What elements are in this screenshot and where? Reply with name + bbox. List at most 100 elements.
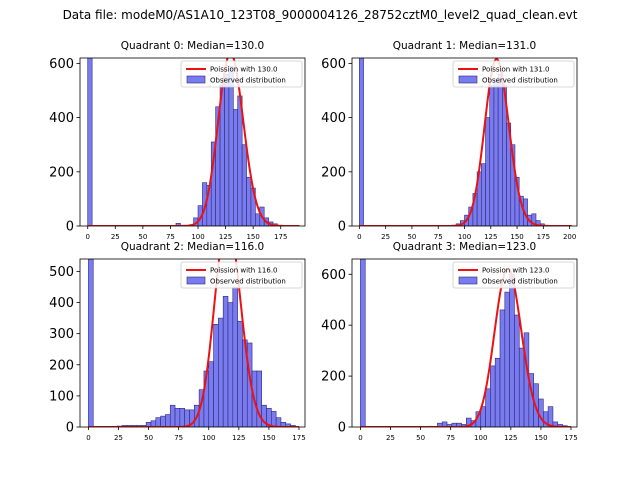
legend-label-observed: Observed distribution	[210, 278, 286, 286]
x-tick-label: 125	[484, 233, 497, 241]
histogram-bar	[237, 320, 243, 427]
histogram-bar	[531, 213, 537, 226]
histogram-bar	[490, 365, 496, 427]
legend-label-fit: Poission with 131.0	[482, 66, 550, 74]
legend-label-fit: Poission with 130.0	[210, 66, 278, 74]
histogram-bar	[241, 144, 247, 226]
poisson-fit-line	[87, 58, 300, 226]
poisson-fit-line	[88, 259, 299, 427]
histogram-bar	[208, 361, 214, 427]
y-tick-label: 400	[49, 111, 74, 126]
y-tick-label: 0	[338, 421, 346, 436]
x-tick-label: 125	[232, 434, 245, 442]
x-tick-label: 50	[138, 233, 147, 241]
subplot-0: 0 25 50 75 100 125 150 175 0 200 400 600 Quadrant 0:…	[49, 40, 306, 241]
x-tick-label: 150	[262, 434, 275, 442]
y-tick-label: 600	[49, 57, 74, 72]
legend-box	[452, 261, 575, 289]
histogram-bar	[155, 417, 161, 427]
histogram-bar	[485, 388, 491, 427]
y-tick-label: 200	[321, 165, 346, 180]
legend: Poission with 130.0 Observed distribution	[180, 60, 303, 88]
x-tick-label: 0	[86, 434, 90, 442]
histogram-bar	[222, 296, 229, 427]
x-tick-label: 125	[219, 233, 232, 241]
histogram-bar	[175, 222, 181, 226]
x-tick-label: 100	[458, 233, 471, 241]
histogram-bar	[275, 417, 282, 427]
histogram-bar	[485, 117, 491, 226]
histogram-bar	[489, 84, 495, 226]
histogram-bar	[504, 291, 510, 427]
x-tick-label: 100	[191, 233, 204, 241]
histogram-bar	[88, 259, 94, 427]
x-tick-label: 50	[407, 233, 416, 241]
x-tick-label: 100	[474, 434, 487, 442]
y-tick-label: 400	[49, 296, 74, 311]
subplot-title: Quadrant 2: Median=116.0	[121, 241, 264, 253]
histogram-bar	[224, 73, 230, 226]
legend-bar-swatch	[186, 276, 206, 285]
x-tick-label: 25	[111, 233, 120, 241]
x-tick-label: 175	[292, 434, 305, 442]
x-tick-label: 175	[537, 233, 550, 241]
x-tick-label: 75	[174, 434, 183, 442]
legend-bar-swatch	[186, 75, 206, 84]
legend: Poission with 116.0 Observed distribution	[180, 261, 303, 289]
legend-bar-swatch	[458, 276, 478, 285]
histogram-bar	[232, 286, 238, 427]
x-tick-label: 200	[563, 233, 576, 241]
legend-label-observed: Observed distribution	[482, 77, 558, 85]
histogram-bar	[233, 109, 239, 226]
y-tick-label: 400	[321, 111, 346, 126]
x-tick-label: 0	[85, 233, 89, 241]
x-tick-label: 125	[504, 434, 517, 442]
legend-box	[452, 60, 575, 88]
y-tick-label: 100	[49, 389, 74, 404]
histogram-bar	[360, 259, 366, 427]
x-tick-label: 50	[144, 434, 153, 442]
histogram-bar	[169, 404, 176, 427]
x-tick-label: 175	[564, 434, 577, 442]
legend: Poission with 123.0 Observed distribution	[452, 261, 575, 289]
histogram-bar	[255, 213, 261, 226]
x-tick-label: 175	[274, 233, 287, 241]
x-tick-label: 100	[202, 434, 215, 442]
histogram-bar	[509, 273, 515, 427]
subplot-title: Quadrant 0: Median=130.0	[121, 40, 264, 52]
y-tick-label: 0	[66, 220, 74, 235]
x-tick-label: 25	[114, 434, 123, 442]
histogram-bar	[256, 370, 262, 427]
histogram-bar	[218, 317, 224, 427]
legend-box	[180, 261, 303, 289]
x-tick-label: 75	[446, 434, 455, 442]
histogram-bar	[493, 79, 499, 226]
y-tick-label: 0	[338, 220, 346, 235]
x-tick-label: 150	[510, 233, 523, 241]
histogram-bar	[237, 95, 243, 226]
x-tick-label: 75	[434, 233, 443, 241]
x-tick-label: 25	[386, 434, 395, 442]
figure-title: Data file: modeM0/AS1A10_123T08_90000041…	[62, 8, 578, 22]
subplot-2: 0 25 50 75 100 125 150 175 0 100 200 300 400 500 Quadr…	[49, 241, 306, 442]
histogram-bar	[514, 314, 520, 427]
poisson-fit-line	[360, 267, 571, 427]
histogram-bars	[88, 259, 296, 427]
legend-label-fit: Poission with 123.0	[482, 267, 550, 275]
histogram-bar	[246, 176, 252, 226]
x-tick-label: 50	[416, 434, 425, 442]
legend-label-observed: Observed distribution	[482, 278, 558, 286]
histogram-bar	[497, 73, 503, 226]
legend-box	[180, 60, 303, 88]
histogram-bar	[359, 58, 364, 226]
y-tick-label: 200	[49, 358, 74, 373]
subplot-3: 0 25 50 75 100 125 150 175 0 200 400 600 Quadrant 3:…	[321, 241, 577, 442]
histogram-bar	[179, 408, 185, 427]
y-tick-label: 300	[49, 327, 74, 342]
axes-frame	[79, 57, 306, 227]
x-tick-label: 25	[381, 233, 390, 241]
y-tick-label: 0	[66, 421, 74, 436]
histogram-bar	[494, 357, 501, 427]
axes-frame	[79, 258, 306, 428]
